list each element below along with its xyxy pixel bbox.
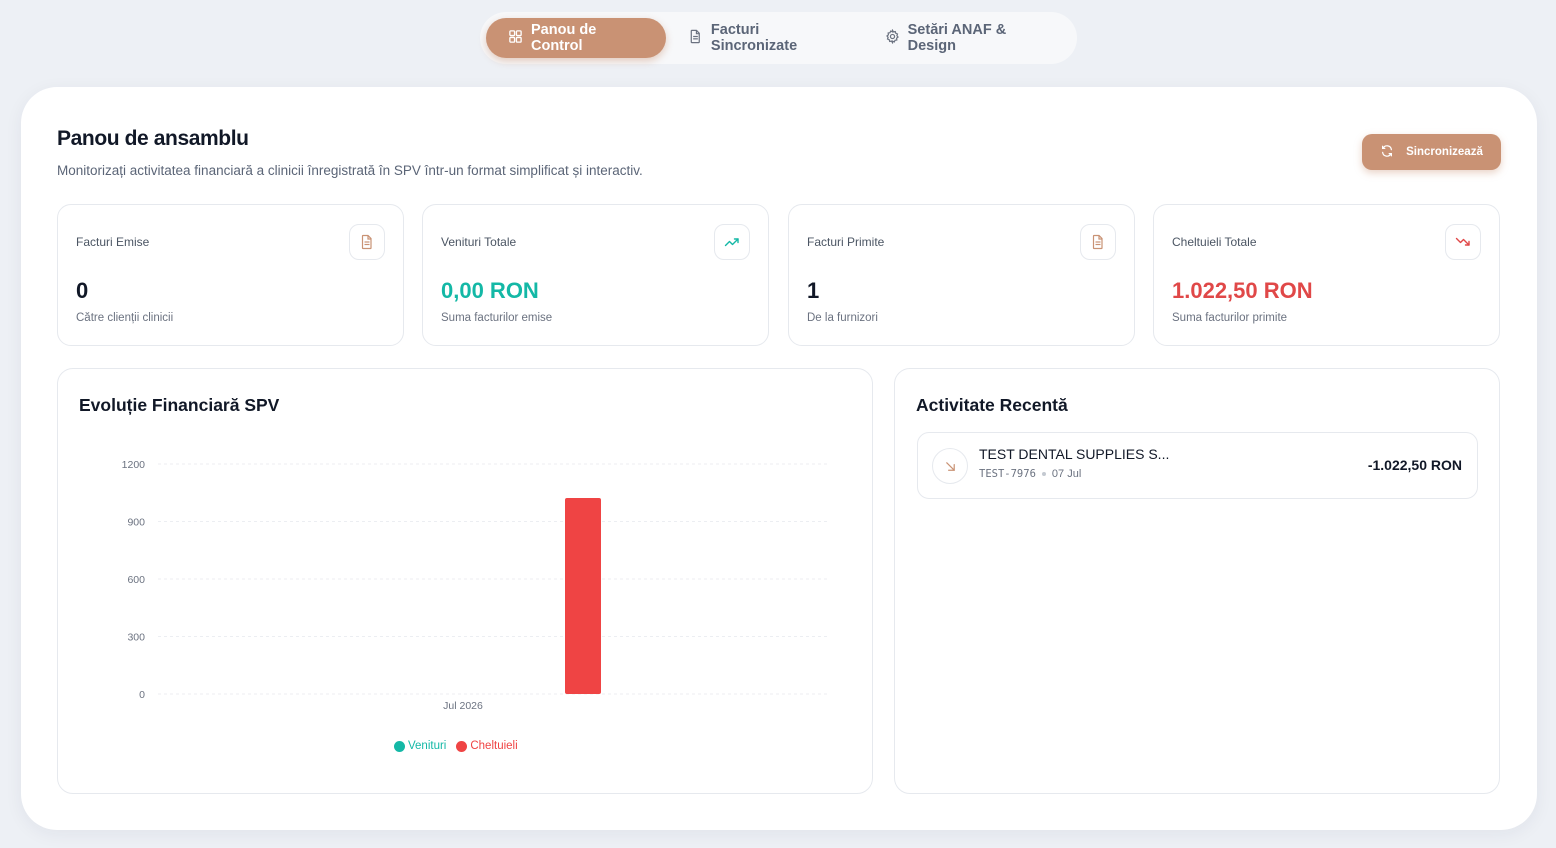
bar-cheltuieli bbox=[565, 498, 601, 694]
refresh-icon bbox=[1380, 144, 1394, 161]
activity-item[interactable]: TEST DENTAL SUPPLIES S... TEST-7976 07 J… bbox=[917, 432, 1478, 499]
sync-button[interactable]: Sincronizează bbox=[1362, 134, 1501, 170]
legend-item-cheltuieli[interactable]: Cheltuieli bbox=[456, 740, 518, 752]
legend-item-venituri[interactable]: Venituri bbox=[394, 740, 446, 752]
y-tick-label: 300 bbox=[127, 632, 145, 644]
stat-card-facturi-emise: Facturi Emise 0 Către clienții clinicii bbox=[57, 204, 404, 346]
stat-card-facturi-primite: Facturi Primite 1 De la furnizori bbox=[788, 204, 1135, 346]
y-tick-label: 600 bbox=[127, 574, 145, 586]
stat-card-venituri-totale: Venituri Totale 0,00 RON Suma facturilor… bbox=[422, 204, 769, 346]
file-icon bbox=[1080, 224, 1116, 260]
stat-note: Către clienții clinicii bbox=[76, 312, 174, 324]
activity-meta: TEST-7976 07 Jul bbox=[979, 468, 1081, 480]
sync-button-label: Sincronizează bbox=[1406, 146, 1483, 158]
stat-value: 1 bbox=[807, 278, 820, 303]
legend-label: Venituri bbox=[408, 740, 447, 752]
tab-label: Setări ANAF & Design bbox=[907, 22, 1007, 54]
y-tick-label: 1200 bbox=[122, 459, 146, 471]
legend-label: Cheltuieli bbox=[470, 740, 518, 752]
file-icon bbox=[688, 29, 703, 48]
grid-icon bbox=[508, 29, 523, 48]
dashboard-card: Panou de ansamblu Monitorizați activitat… bbox=[21, 87, 1537, 830]
stat-value: 0,00 RON bbox=[441, 278, 539, 303]
trending-down-icon bbox=[1445, 224, 1481, 260]
activity-amount: -1.022,50 RON bbox=[1367, 457, 1462, 473]
page-subtitle: Monitorizați activitatea financiară a cl… bbox=[57, 163, 643, 178]
activity-date: 07 Jul bbox=[1051, 468, 1082, 480]
activity-name: TEST DENTAL SUPPLIES S... bbox=[979, 446, 1170, 462]
stat-value: 0 bbox=[76, 278, 89, 303]
stat-label: Venituri Totale bbox=[441, 235, 517, 249]
tab-label: Facturi Sincronizate bbox=[710, 22, 798, 54]
activity-title: Activitate Recentă bbox=[916, 395, 1068, 415]
gear-icon bbox=[885, 28, 900, 48]
tab-label: Panou de Control bbox=[531, 22, 597, 54]
stat-note: Suma facturilor primite bbox=[1172, 312, 1288, 324]
bar-chart: 0 300 600 900 1200 Jul 2026 bbox=[122, 459, 828, 712]
tab-setari-anaf-design[interactable]: Setări ANAF & Design bbox=[863, 18, 1071, 58]
stat-note: De la furnizori bbox=[807, 312, 878, 324]
chart-legend: Venituri Cheltuieli bbox=[394, 740, 518, 752]
tab-facturi-sincronizate[interactable]: Facturi Sincronizate bbox=[666, 18, 863, 58]
y-tick-label: 0 bbox=[139, 689, 145, 701]
y-tick-label: 900 bbox=[127, 517, 145, 529]
page-title: Panou de ansamblu bbox=[57, 127, 249, 150]
stat-card-cheltuieli-totale: Cheltuieli Totale 1.022,50 RON Suma fact… bbox=[1153, 204, 1500, 346]
tab-panou-de-control[interactable]: Panou de Control bbox=[486, 18, 666, 58]
separator-dot bbox=[1041, 472, 1046, 476]
file-icon bbox=[349, 224, 385, 260]
legend-swatch bbox=[394, 740, 405, 752]
activity-code: TEST-7976 bbox=[979, 468, 1036, 480]
main-tab-bar: Panou de Control Facturi Sincronizate Se… bbox=[480, 12, 1077, 64]
stat-value: 1.022,50 RON bbox=[1172, 278, 1313, 303]
chart-title: Evoluție Financiară SPV bbox=[79, 395, 280, 415]
stat-note: Suma facturilor emise bbox=[441, 312, 553, 324]
x-tick-label: Jul 2026 bbox=[443, 700, 483, 712]
chart-panel: Evoluție Financiară SPV 0 300 600 900 1200 Ju… bbox=[57, 368, 873, 794]
stat-label: Facturi Primite bbox=[807, 235, 885, 249]
trending-up-icon bbox=[714, 224, 750, 260]
activity-panel: Activitate Recentă TEST DENTAL SUPPLIES … bbox=[894, 368, 1500, 794]
arrow-down-right-icon bbox=[932, 448, 968, 484]
legend-swatch bbox=[456, 740, 468, 752]
stat-label: Cheltuieli Totale bbox=[1172, 235, 1257, 249]
stat-label: Facturi Emise bbox=[76, 235, 150, 249]
